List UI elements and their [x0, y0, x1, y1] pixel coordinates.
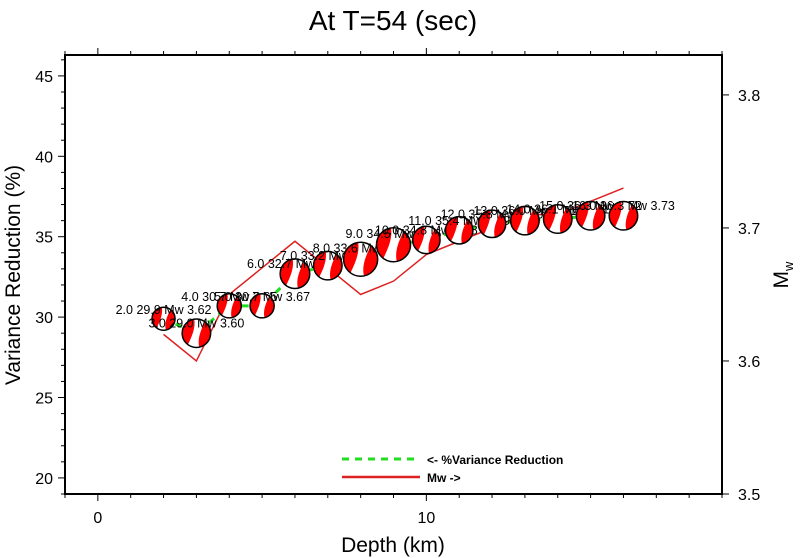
beachball-marker	[216, 293, 243, 319]
y-axis-label: Variance Reduction (%)	[2, 165, 25, 385]
x-tick-label: 0	[93, 510, 102, 527]
beachball-outline	[279, 258, 311, 290]
beachball-outline	[249, 293, 275, 319]
beachball-marker	[444, 215, 474, 245]
y-tick-label: 20	[35, 471, 53, 488]
point-label: 5.0 30.7 Mw 3.67	[214, 290, 310, 304]
beachball-marker	[312, 250, 343, 281]
point-label: 3.0 29.0 Mw 3.60	[148, 316, 244, 330]
svg-text:Mw: Mw	[770, 261, 796, 289]
y2-tick-label: 3.5	[738, 487, 760, 504]
legend-label-vr: <- %Variance Reduction	[427, 453, 563, 467]
beachball-outline	[477, 209, 507, 239]
beachball-outline	[509, 205, 540, 236]
y-tick-label: 45	[35, 69, 53, 86]
beachball-marker	[151, 306, 176, 331]
point-label: 2.0 29.9 Mw 3.62	[116, 303, 212, 317]
beachball-outline	[151, 306, 176, 331]
beachball-marker	[411, 225, 441, 255]
point-label: 16.0 36.3 Mw 3.73	[572, 199, 675, 213]
y2-tick-label: 3.7	[738, 221, 760, 238]
beachball-marker	[477, 209, 507, 239]
beachball-marker	[575, 200, 606, 231]
beachball-marker	[608, 200, 639, 231]
beachball-outline	[375, 227, 412, 263]
y2-tick-label: 3.6	[738, 354, 760, 371]
beachball-outline	[542, 204, 573, 235]
beachball-marker	[249, 293, 275, 319]
beachball-marker	[181, 318, 212, 349]
beachball-outline	[216, 293, 243, 319]
legend-label-mw: Mw ->	[427, 471, 461, 485]
y-tick-label: 40	[35, 149, 53, 166]
chart-title: At T=54 (sec)	[309, 5, 477, 36]
beachball-outline	[342, 241, 379, 277]
x-axis-label: Depth (km)	[341, 534, 445, 557]
beachball-marker	[542, 204, 573, 235]
x-tick-label: 10	[417, 510, 435, 527]
beachball-outline	[444, 215, 474, 245]
beachball-outline	[608, 200, 639, 231]
plot-frame	[64, 54, 723, 495]
beachball-outline	[181, 318, 212, 349]
beachball-outline	[312, 250, 343, 281]
y-tick-label: 35	[35, 230, 53, 247]
beachball-outline	[411, 225, 441, 255]
y-tick-label: 30	[35, 310, 53, 327]
beachball-marker	[279, 258, 311, 290]
y2-tick-label: 3.8	[738, 88, 760, 105]
y-tick-label: 25	[35, 391, 53, 408]
beachball-marker	[509, 205, 540, 236]
beachball-marker	[375, 227, 412, 263]
beachball-marker	[342, 241, 379, 277]
beachball-outline	[575, 200, 606, 231]
y2-axis-label: Mw	[770, 261, 796, 289]
